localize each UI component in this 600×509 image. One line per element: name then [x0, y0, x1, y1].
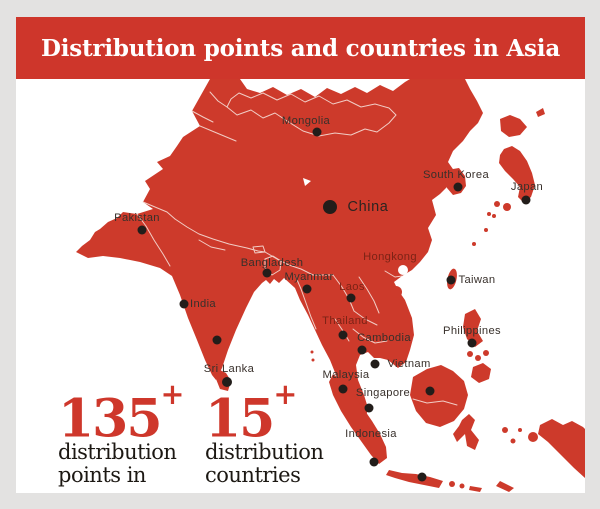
stat-distribution-countries: 15+ distribution countries — [205, 376, 324, 488]
stat-countries-number: 15+ — [205, 376, 298, 450]
mongolia-border — [226, 92, 397, 137]
honshu-shape — [499, 146, 535, 203]
taiwan-shape — [447, 268, 457, 290]
stat-countries-line2: countries — [205, 463, 301, 488]
hokkaido-shape — [500, 115, 527, 137]
asia-map-image — [76, 79, 585, 492]
sulawesi-shape — [453, 414, 479, 450]
hainan-shape — [390, 286, 402, 298]
stat-countries-line1: distribution — [205, 440, 324, 465]
stat-distribution-points: 135+ distribution points in — [58, 376, 185, 488]
mindanao-shape — [471, 363, 491, 383]
new-guinea-shape — [538, 419, 585, 478]
plus-sign: + — [273, 376, 298, 411]
sumatra-shape — [329, 374, 387, 464]
stat-points-number: 135+ — [58, 376, 185, 450]
bangladesh-border — [264, 255, 282, 276]
mainland-shape — [76, 79, 483, 417]
stat-points-line1: distribution — [58, 440, 177, 465]
map-area: Mongolia China Pakistan South Korea Japan Tai… — [16, 79, 585, 493]
infographic-panel: Distribution points and countries in Asi… — [16, 17, 585, 493]
java-shape — [386, 470, 443, 488]
plus-sign: + — [160, 376, 185, 411]
stat-points-line2: points in — [58, 463, 146, 488]
luzon-shape — [463, 309, 483, 347]
borneo-shape — [410, 365, 468, 427]
page-title: Distribution points and countries in Asi… — [40, 35, 561, 62]
banner: Distribution points and countries in Asi… — [16, 17, 585, 79]
south-korea-shape — [445, 168, 466, 195]
